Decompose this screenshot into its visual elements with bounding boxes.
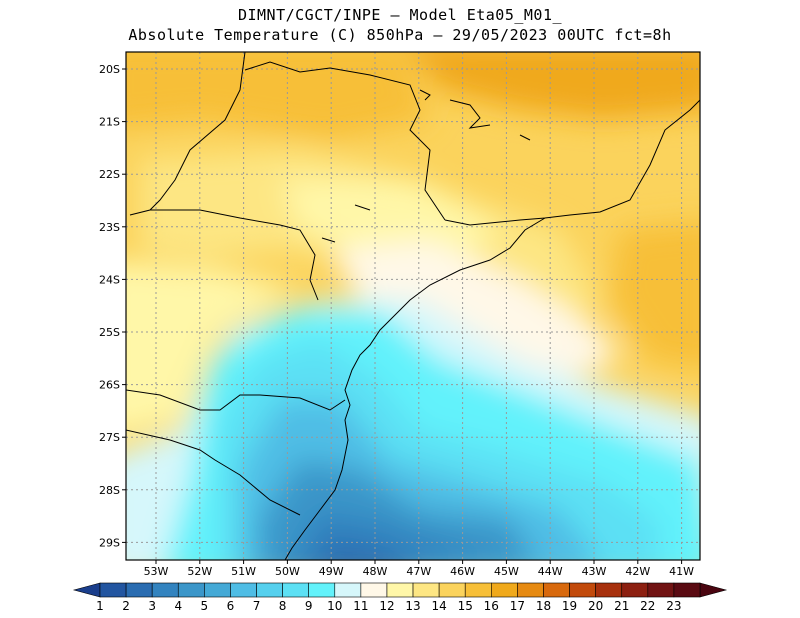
lon-label: 43W — [582, 565, 607, 578]
colorbar-swatch — [517, 582, 544, 598]
lat-label: 26S — [99, 379, 120, 392]
colorbar-swatch — [412, 582, 440, 598]
lat-label: 20S — [99, 63, 120, 76]
colorbar-high-arrow — [699, 582, 728, 598]
map-frame — [125, 51, 701, 561]
lat-label: 22S — [99, 168, 120, 181]
coastline-south — [284, 217, 546, 561]
lat-label: 21S — [99, 116, 120, 129]
graticule — [126, 52, 700, 560]
lat-label: 25S — [99, 326, 120, 339]
colorbar-swatch — [360, 582, 388, 598]
colorbar-label: 15 — [458, 599, 473, 613]
lon-label: 49W — [319, 565, 344, 578]
state-border-sc-rs — [125, 429, 301, 516]
lat-label: 28S — [99, 484, 120, 497]
colorbar-swatch — [256, 582, 283, 598]
colorbar-swatch — [204, 582, 231, 598]
colorbar-label: 20 — [588, 599, 603, 613]
longitude-labels: 53W 52W 51W 50W 49W 48W 47W 46W 45W 44W 43W 42W 41W — [144, 560, 694, 578]
colorbar-swatch — [543, 582, 570, 598]
latitude-labels: 20S 21S 22S 23S 24S 25S 26S 27S 28S 29S — [99, 63, 126, 549]
colorbar-label: 16 — [484, 599, 499, 613]
temperature-field — [126, 52, 700, 560]
colorbar-label: 7 — [253, 599, 261, 613]
colorbar-swatch — [230, 582, 257, 598]
colorbar-swatch — [569, 582, 596, 598]
lon-label: 51W — [231, 565, 256, 578]
lon-label: 45W — [494, 565, 519, 578]
lat-label: 27S — [99, 431, 120, 444]
colorbar-swatch — [647, 582, 675, 598]
colorbar-label: 22 — [640, 599, 655, 613]
colorbar-label: 1 — [96, 599, 104, 613]
state-border-sp-pr — [150, 209, 319, 301]
colorbar-swatch — [386, 582, 414, 598]
colorbar-swatch — [99, 582, 127, 598]
lon-label: 41W — [669, 565, 694, 578]
lon-label: 53W — [144, 565, 169, 578]
colorbar-label: 21 — [614, 599, 629, 613]
lon-label: 47W — [406, 565, 431, 578]
lon-label: 50W — [275, 565, 300, 578]
colorbar-label: 4 — [174, 599, 182, 613]
colorbar-label: 19 — [562, 599, 577, 613]
state-border-ms — [129, 51, 246, 216]
colorbar-swatch — [151, 582, 179, 598]
lon-label: 44W — [538, 565, 563, 578]
colorbar-label: 3 — [148, 599, 156, 613]
lon-label: 46W — [450, 565, 475, 578]
colorbar-label: 14 — [431, 599, 446, 613]
colorbar-swatch — [177, 582, 205, 598]
colorbar-label: 6 — [227, 599, 235, 613]
colorbar-swatch — [464, 582, 492, 598]
colorbar-label: 10 — [327, 599, 342, 613]
colorbar-swatch — [438, 582, 466, 598]
colorbar-label: 12 — [379, 599, 394, 613]
map-title: DIMNT/CGCT/INPE – Model Eta05_M01_ — [237, 6, 563, 24]
colorbar-label: 23 — [666, 599, 681, 613]
lon-label: 48W — [363, 565, 388, 578]
colorbar-label: 17 — [510, 599, 525, 613]
colorbar-label: 8 — [279, 599, 287, 613]
state-border-mg — [244, 61, 446, 221]
colorbar-swatch — [125, 582, 153, 598]
colorbar-swatch — [282, 582, 309, 598]
map-subtitle: Absolute Temperature (C) 850hPa – 29/05/… — [128, 26, 672, 44]
colorbar-label: 2 — [122, 599, 130, 613]
lon-label: 52W — [187, 565, 212, 578]
colorbar-label: 18 — [536, 599, 551, 613]
political-boundaries — [125, 51, 701, 561]
lon-label: 42W — [625, 565, 650, 578]
lat-label: 23S — [99, 221, 120, 234]
colorbar-swatch — [673, 582, 701, 598]
colorbar-label: 13 — [405, 599, 420, 613]
colorbar-label: 9 — [305, 599, 313, 613]
colorbar-swatch — [595, 582, 623, 598]
colorbar: 1 2 3 4 5 6 7 8 9 10 11 12 13 14 15 16 17 18 19 20 21 22 23 — [72, 582, 728, 613]
colorbar-swatch — [334, 582, 362, 598]
state-border-pr-sc — [125, 389, 346, 411]
coastline-rj-es — [444, 99, 701, 226]
colorbar-low-arrow — [72, 582, 101, 598]
colorbar-label: 11 — [353, 599, 368, 613]
lat-label: 29S — [99, 536, 120, 549]
lat-label: 24S — [99, 273, 120, 286]
colorbar-swatch — [621, 582, 649, 598]
colorbar-swatch — [491, 582, 518, 598]
colorbar-label: 5 — [201, 599, 209, 613]
colorbar-swatch — [308, 582, 336, 598]
